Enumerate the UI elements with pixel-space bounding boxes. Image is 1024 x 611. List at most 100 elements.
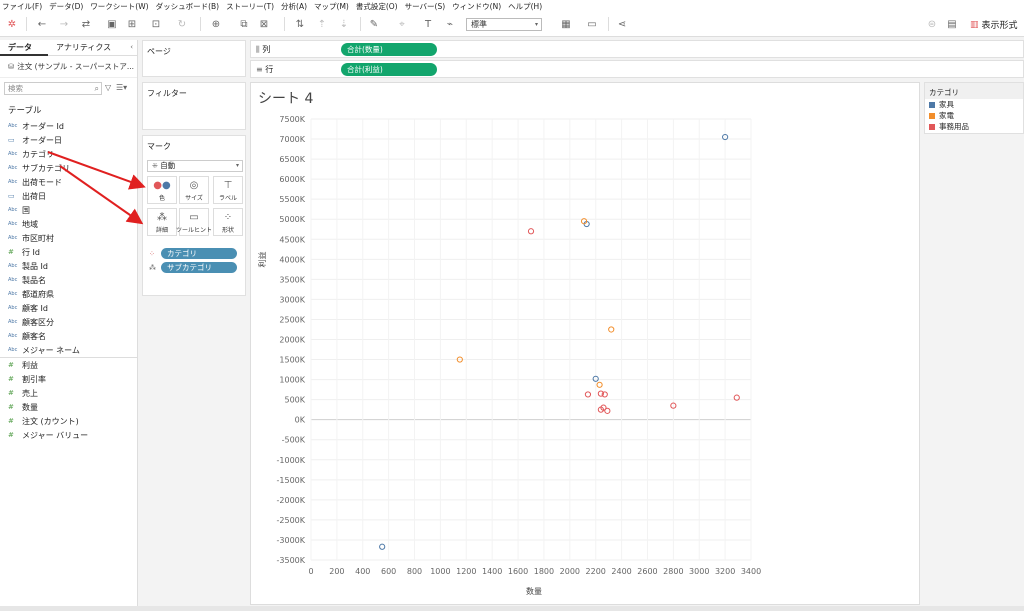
menu-story[interactable]: ストーリー(T) xyxy=(226,1,275,11)
data-point[interactable] xyxy=(527,228,535,235)
measure-field[interactable]: # 利益 xyxy=(0,358,137,372)
search-input[interactable]: 検索 ⌕ xyxy=(4,82,102,95)
legend-item[interactable]: 家具 xyxy=(925,99,1023,110)
refresh-icon[interactable]: ↻ xyxy=(177,18,187,30)
swap-rows-columns-icon[interactable]: ⇅ xyxy=(295,18,305,30)
menu-help[interactable]: ヘルプ(H) xyxy=(508,1,543,11)
menu-map[interactable]: マップ(M) xyxy=(314,1,349,11)
new-datasource-icon[interactable]: ⊞ xyxy=(127,18,137,30)
share-icon[interactable]: ⋖ xyxy=(617,18,627,30)
menu-analysis[interactable]: 分析(A) xyxy=(281,1,308,11)
data-point[interactable] xyxy=(456,356,463,363)
fix-axes-icon[interactable]: ⌁ xyxy=(446,18,454,30)
replay-icon[interactable]: ⇄ xyxy=(81,18,91,30)
view-options-icon[interactable]: ☰▾ xyxy=(116,83,128,92)
new-worksheet-icon[interactable]: ⊕ xyxy=(211,18,221,30)
undo-icon[interactable]: ← xyxy=(37,18,47,30)
columns-pill-quantity[interactable]: 合計(数量) xyxy=(341,43,437,56)
dimension-field[interactable]: ▭ 出荷日 xyxy=(0,189,137,203)
marks-pill-category[interactable]: カテゴリ xyxy=(161,248,237,259)
data-point[interactable] xyxy=(596,381,603,388)
dimension-field[interactable]: Abc サブカテゴリ xyxy=(0,161,137,175)
menu-file[interactable]: ファイル(F) xyxy=(2,1,43,11)
presentation-mode-icon[interactable]: ▭ xyxy=(587,18,597,30)
dimension-field[interactable]: Abc 顧客区分 xyxy=(0,315,137,329)
filters-card[interactable]: フィルター xyxy=(142,82,246,130)
group-members-icon[interactable]: ⌖ xyxy=(399,18,405,30)
marks-label-button[interactable]: ⊤ ラベル xyxy=(213,176,243,204)
marks-pill-subcategory[interactable]: サブカテゴリ xyxy=(161,262,237,273)
pages-card[interactable]: ページ xyxy=(142,40,246,77)
dimension-field[interactable]: Abc 地域 xyxy=(0,217,137,231)
menu-data[interactable]: データ(D) xyxy=(49,1,84,11)
rows-pill-profit[interactable]: 合計(利益) xyxy=(341,63,437,76)
measure-field[interactable]: # 割引率 xyxy=(0,372,137,386)
legend-item[interactable]: 事務用品 xyxy=(925,121,1023,132)
dimension-field[interactable]: Abc 製品名 xyxy=(0,273,137,287)
marks-tooltip-button[interactable]: ▭ ツールヒント xyxy=(176,208,212,236)
dimension-field[interactable]: Abc 市区町村 xyxy=(0,231,137,245)
tableau-logo-icon[interactable]: ✲ xyxy=(7,18,17,30)
tab-analytics[interactable]: アナリティクス xyxy=(56,43,112,52)
measure-field[interactable]: # メジャー バリュー xyxy=(0,428,137,442)
data-point[interactable] xyxy=(597,390,604,397)
dimension-field[interactable]: Abc 国 xyxy=(0,203,137,217)
show-me-button[interactable]: ▥ 表示形式 xyxy=(970,18,1018,32)
menu-worksheet[interactable]: ワークシート(W) xyxy=(90,1,149,11)
dimension-field[interactable]: Abc 顧客名 xyxy=(0,329,137,343)
measure-field[interactable]: # 売上 xyxy=(0,386,137,400)
datasource-item[interactable]: ⛁ 注文 (サンプル - スーパーストア... xyxy=(0,56,137,78)
redo-icon[interactable]: → xyxy=(59,18,69,30)
save-icon[interactable]: ▣ xyxy=(107,18,117,30)
data-point[interactable] xyxy=(592,375,599,382)
clear-sheet-icon[interactable]: ⊠ xyxy=(259,18,269,30)
worksheet-view[interactable]: シート 4 7500K 7000K 6500K 6000K 5500K 5000K 4500… xyxy=(250,82,920,605)
sort-ascending-icon[interactable]: ⇡ xyxy=(317,18,327,30)
legend-item[interactable]: 家電 xyxy=(925,110,1023,121)
marks-size-button[interactable]: ◎ サイズ xyxy=(179,176,209,204)
show-hide-cards-icon[interactable]: ▦ xyxy=(561,18,571,30)
marks-color-button[interactable]: ●● 色 xyxy=(147,176,177,204)
columns-shelf[interactable]: ⫼ 列 合計(数量) xyxy=(250,40,1024,58)
data-point[interactable] xyxy=(584,391,592,398)
menu-server[interactable]: サーバー(S) xyxy=(404,1,446,11)
data-point[interactable] xyxy=(722,133,729,141)
fit-dropdown[interactable]: 標準 ▾ xyxy=(466,18,542,31)
mark-type-dropdown[interactable]: ⁜ 自動 ▾ xyxy=(147,160,243,172)
workbook-optimizer-icon[interactable]: ⊜ xyxy=(927,18,937,30)
data-point[interactable] xyxy=(604,407,611,414)
dimension-field[interactable]: Abc 都道府県 xyxy=(0,287,137,301)
dimension-field[interactable]: # 行 Id xyxy=(0,245,137,259)
dimension-field[interactable]: Abc メジャー ネーム xyxy=(0,343,137,357)
comment-icon[interactable]: ▤ xyxy=(947,18,957,30)
color-legend[interactable]: カテゴリ 家具 家電 事務用品 xyxy=(924,82,1024,134)
collapse-pane-icon[interactable]: ‹ xyxy=(130,43,133,51)
highlight-icon[interactable]: ✎ xyxy=(369,18,379,30)
dimension-field[interactable]: Abc オーダー Id xyxy=(0,119,137,133)
data-point[interactable] xyxy=(580,218,588,225)
sort-descending-icon[interactable]: ⇣ xyxy=(339,18,349,30)
dimension-field[interactable]: Abc 製品 Id xyxy=(0,259,137,273)
data-point[interactable] xyxy=(379,543,386,550)
data-point[interactable] xyxy=(608,326,615,333)
marks-detail-button[interactable]: ⁂ 詳細 xyxy=(147,208,177,236)
data-point[interactable] xyxy=(601,391,608,398)
measure-field[interactable]: # 注文 (カウント) xyxy=(0,414,137,428)
data-point[interactable] xyxy=(733,394,740,401)
menu-format[interactable]: 書式設定(O) xyxy=(355,1,398,11)
marks-shape-button[interactable]: ⁘ 形状 xyxy=(213,208,243,236)
dimension-field[interactable]: ▭ オーダー日 xyxy=(0,133,137,147)
data-point[interactable] xyxy=(670,402,677,409)
pause-updates-icon[interactable]: ⊡ xyxy=(151,18,161,30)
dimension-field[interactable]: Abc カテゴリ xyxy=(0,147,137,161)
filter-icon[interactable]: ▽ xyxy=(105,83,112,92)
dimension-field[interactable]: Abc 顧客 Id xyxy=(0,301,137,315)
duplicate-sheet-icon[interactable]: ⧉ xyxy=(240,18,248,30)
rows-shelf[interactable]: ≡ 行 合計(利益) xyxy=(250,60,1024,78)
show-mark-labels-icon[interactable]: T xyxy=(424,18,432,30)
tab-data[interactable]: データ xyxy=(0,40,48,56)
dimension-field[interactable]: Abc 出荷モード xyxy=(0,175,137,189)
menu-dashboard[interactable]: ダッシュボード(B) xyxy=(155,1,220,11)
data-point[interactable] xyxy=(600,404,607,411)
measure-field[interactable]: # 数量 xyxy=(0,400,137,414)
